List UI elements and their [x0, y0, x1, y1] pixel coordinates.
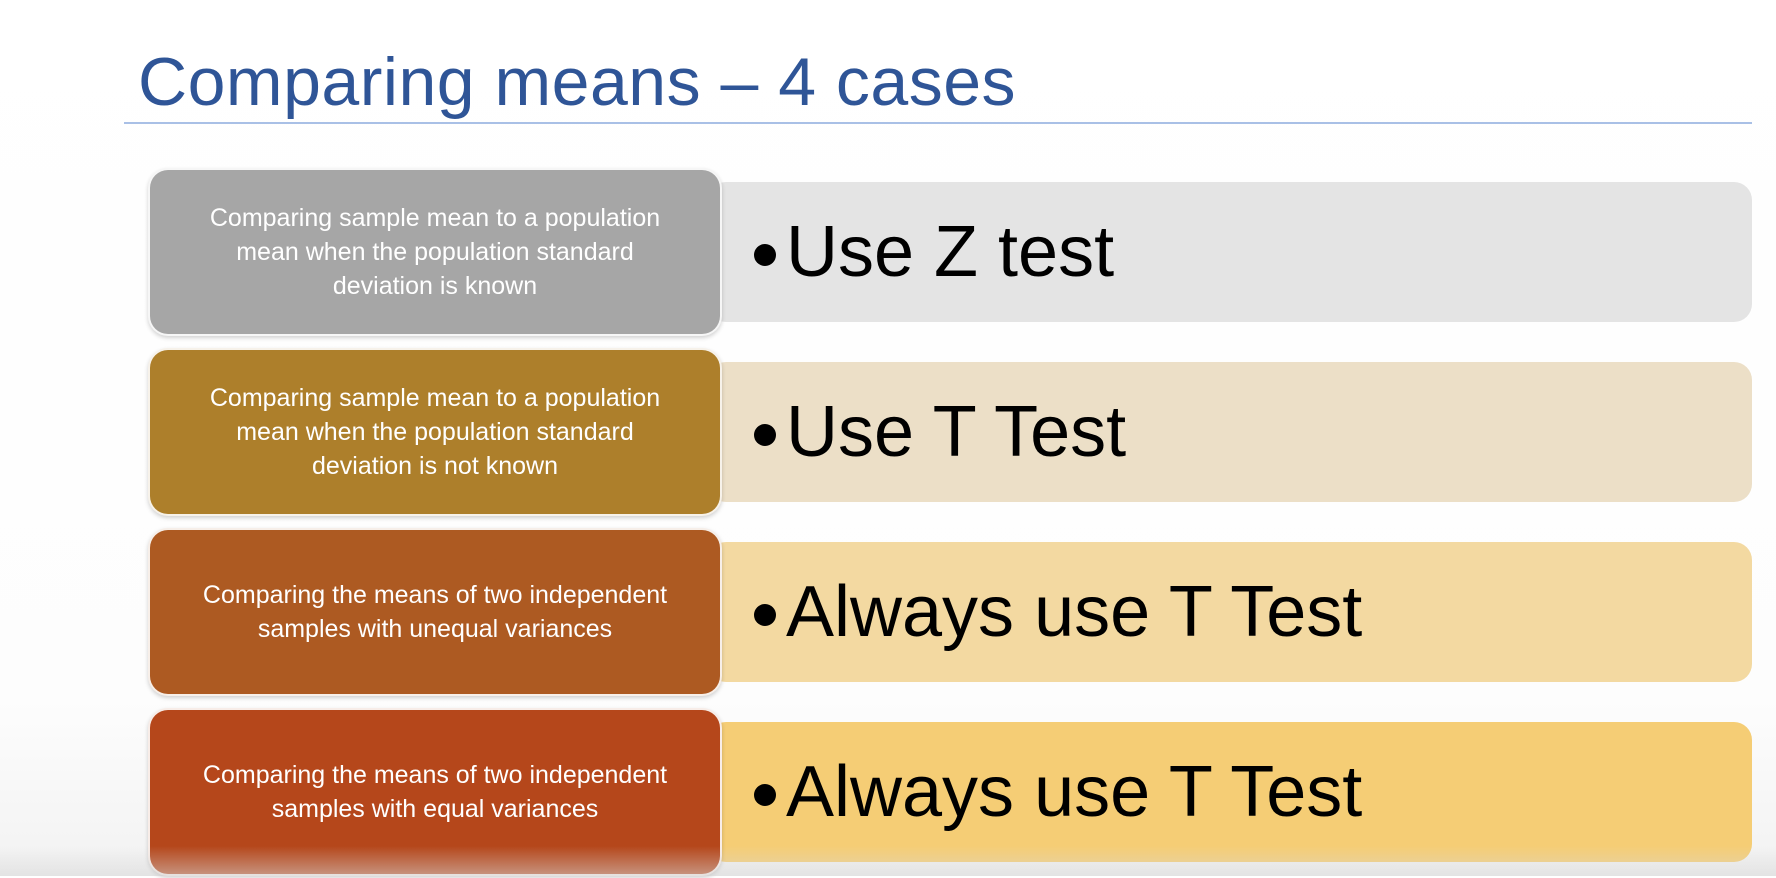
- answer-text-2: Use T Test: [786, 392, 1127, 472]
- case-row-3: Comparing the means of two independent s…: [148, 528, 1752, 698]
- bullet-icon: [754, 604, 776, 626]
- answer-text-3: Always use T Test: [786, 572, 1363, 652]
- case-box-1: Comparing sample mean to a population me…: [148, 168, 722, 336]
- bullet-icon: [754, 784, 776, 806]
- answer-2: Use T Test: [754, 362, 1126, 502]
- answer-bar-4: [708, 722, 1752, 862]
- case-row-2: Comparing sample mean to a population me…: [148, 348, 1752, 518]
- answer-bar-3: [708, 542, 1752, 682]
- slide-title: Comparing means – 4 cases: [138, 44, 1017, 120]
- answer-3: Always use T Test: [754, 542, 1362, 682]
- case-box-2: Comparing sample mean to a population me…: [148, 348, 722, 516]
- bullet-icon: [754, 424, 776, 446]
- case-text-2: Comparing sample mean to a population me…: [209, 384, 661, 480]
- answer-bar-2: [708, 362, 1752, 502]
- case-text-4: Comparing the means of two independent s…: [202, 761, 668, 823]
- case-row-1: Comparing sample mean to a population me…: [148, 168, 1752, 338]
- answer-text-1: Use Z test: [786, 212, 1115, 292]
- answer-1: Use Z test: [754, 182, 1114, 322]
- case-row-4: Comparing the means of two independent s…: [148, 708, 1752, 878]
- case-text-3: Comparing the means of two independent s…: [202, 581, 668, 643]
- case-box-4: Comparing the means of two independent s…: [148, 708, 722, 876]
- bullet-icon: [754, 244, 776, 266]
- case-box-3: Comparing the means of two independent s…: [148, 528, 722, 696]
- answer-4: Always use T Test: [754, 722, 1362, 862]
- answer-text-4: Always use T Test: [786, 752, 1363, 832]
- title-underline: [124, 122, 1752, 124]
- answer-bar-1: [708, 182, 1752, 322]
- case-text-1: Comparing sample mean to a population me…: [209, 204, 661, 300]
